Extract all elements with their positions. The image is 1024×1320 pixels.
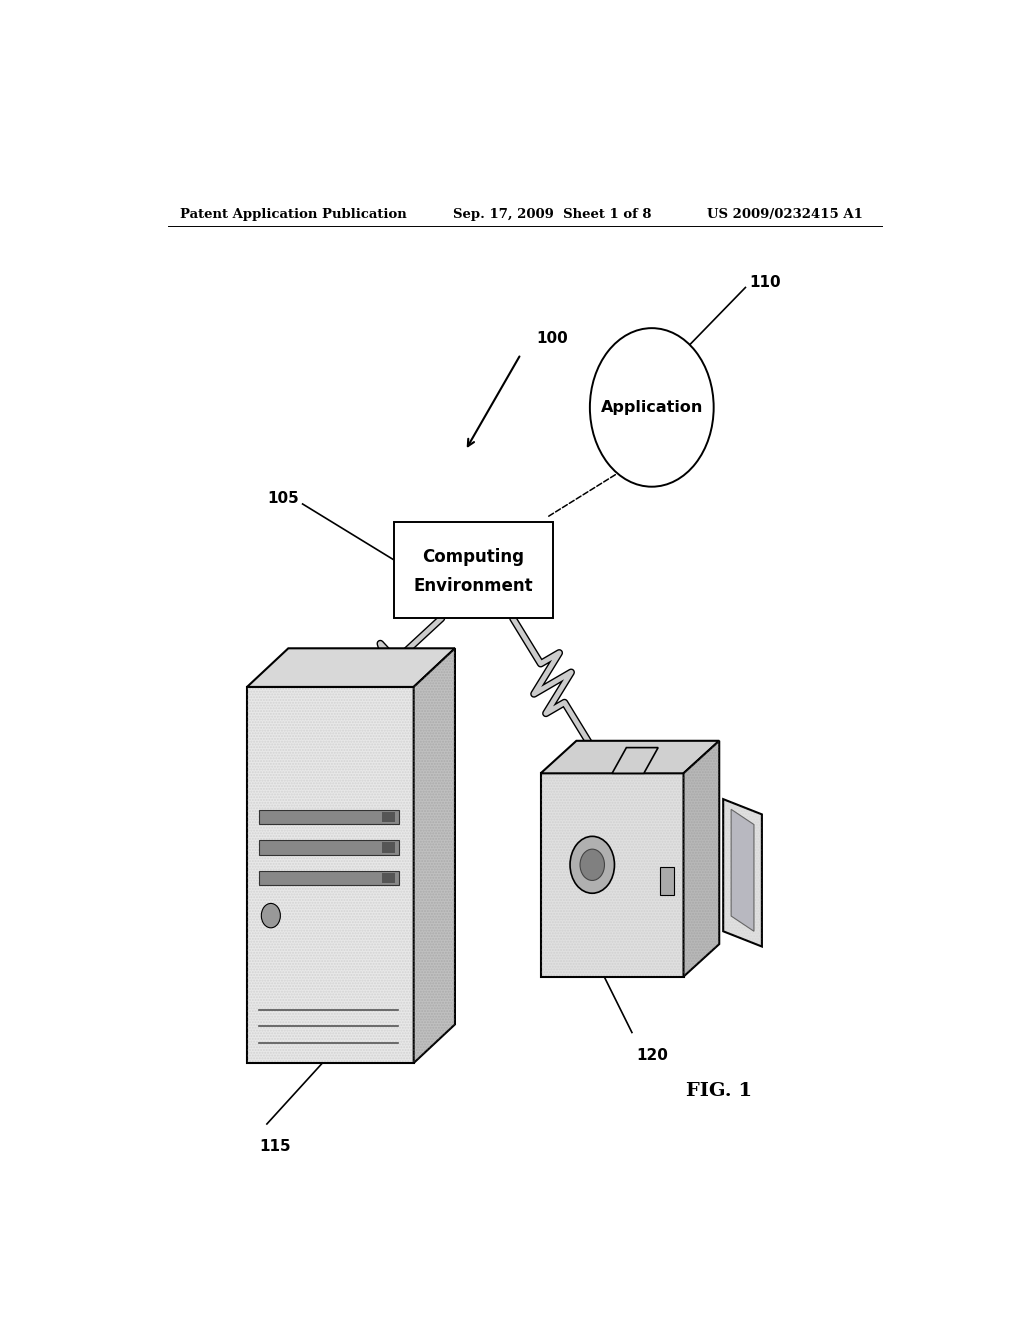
Polygon shape — [247, 686, 414, 1063]
Polygon shape — [723, 799, 762, 946]
Polygon shape — [541, 741, 719, 774]
Circle shape — [590, 329, 714, 487]
Text: FIG. 1: FIG. 1 — [686, 1082, 753, 1101]
Text: 115: 115 — [259, 1139, 291, 1154]
Text: 120: 120 — [636, 1048, 668, 1063]
Polygon shape — [382, 812, 395, 822]
Circle shape — [261, 903, 281, 928]
Text: Sep. 17, 2009  Sheet 1 of 8: Sep. 17, 2009 Sheet 1 of 8 — [454, 207, 652, 220]
Polygon shape — [247, 648, 455, 686]
Text: 100: 100 — [537, 331, 568, 346]
Polygon shape — [259, 871, 399, 886]
Polygon shape — [684, 741, 719, 977]
Polygon shape — [612, 747, 658, 774]
Text: US 2009/0232415 A1: US 2009/0232415 A1 — [708, 207, 863, 220]
Polygon shape — [414, 648, 455, 1063]
Circle shape — [570, 837, 614, 894]
Text: Computing: Computing — [422, 548, 524, 566]
Text: 105: 105 — [267, 491, 299, 507]
Polygon shape — [382, 873, 395, 883]
Text: Environment: Environment — [414, 577, 534, 595]
Polygon shape — [731, 809, 754, 932]
Text: Patent Application Publication: Patent Application Publication — [179, 207, 407, 220]
Circle shape — [580, 849, 604, 880]
Polygon shape — [382, 842, 395, 853]
Text: 110: 110 — [750, 275, 781, 290]
FancyBboxPatch shape — [394, 521, 553, 618]
Polygon shape — [659, 867, 674, 895]
Polygon shape — [259, 810, 399, 824]
Text: Application: Application — [601, 400, 702, 414]
Polygon shape — [259, 841, 399, 854]
Polygon shape — [541, 774, 684, 977]
